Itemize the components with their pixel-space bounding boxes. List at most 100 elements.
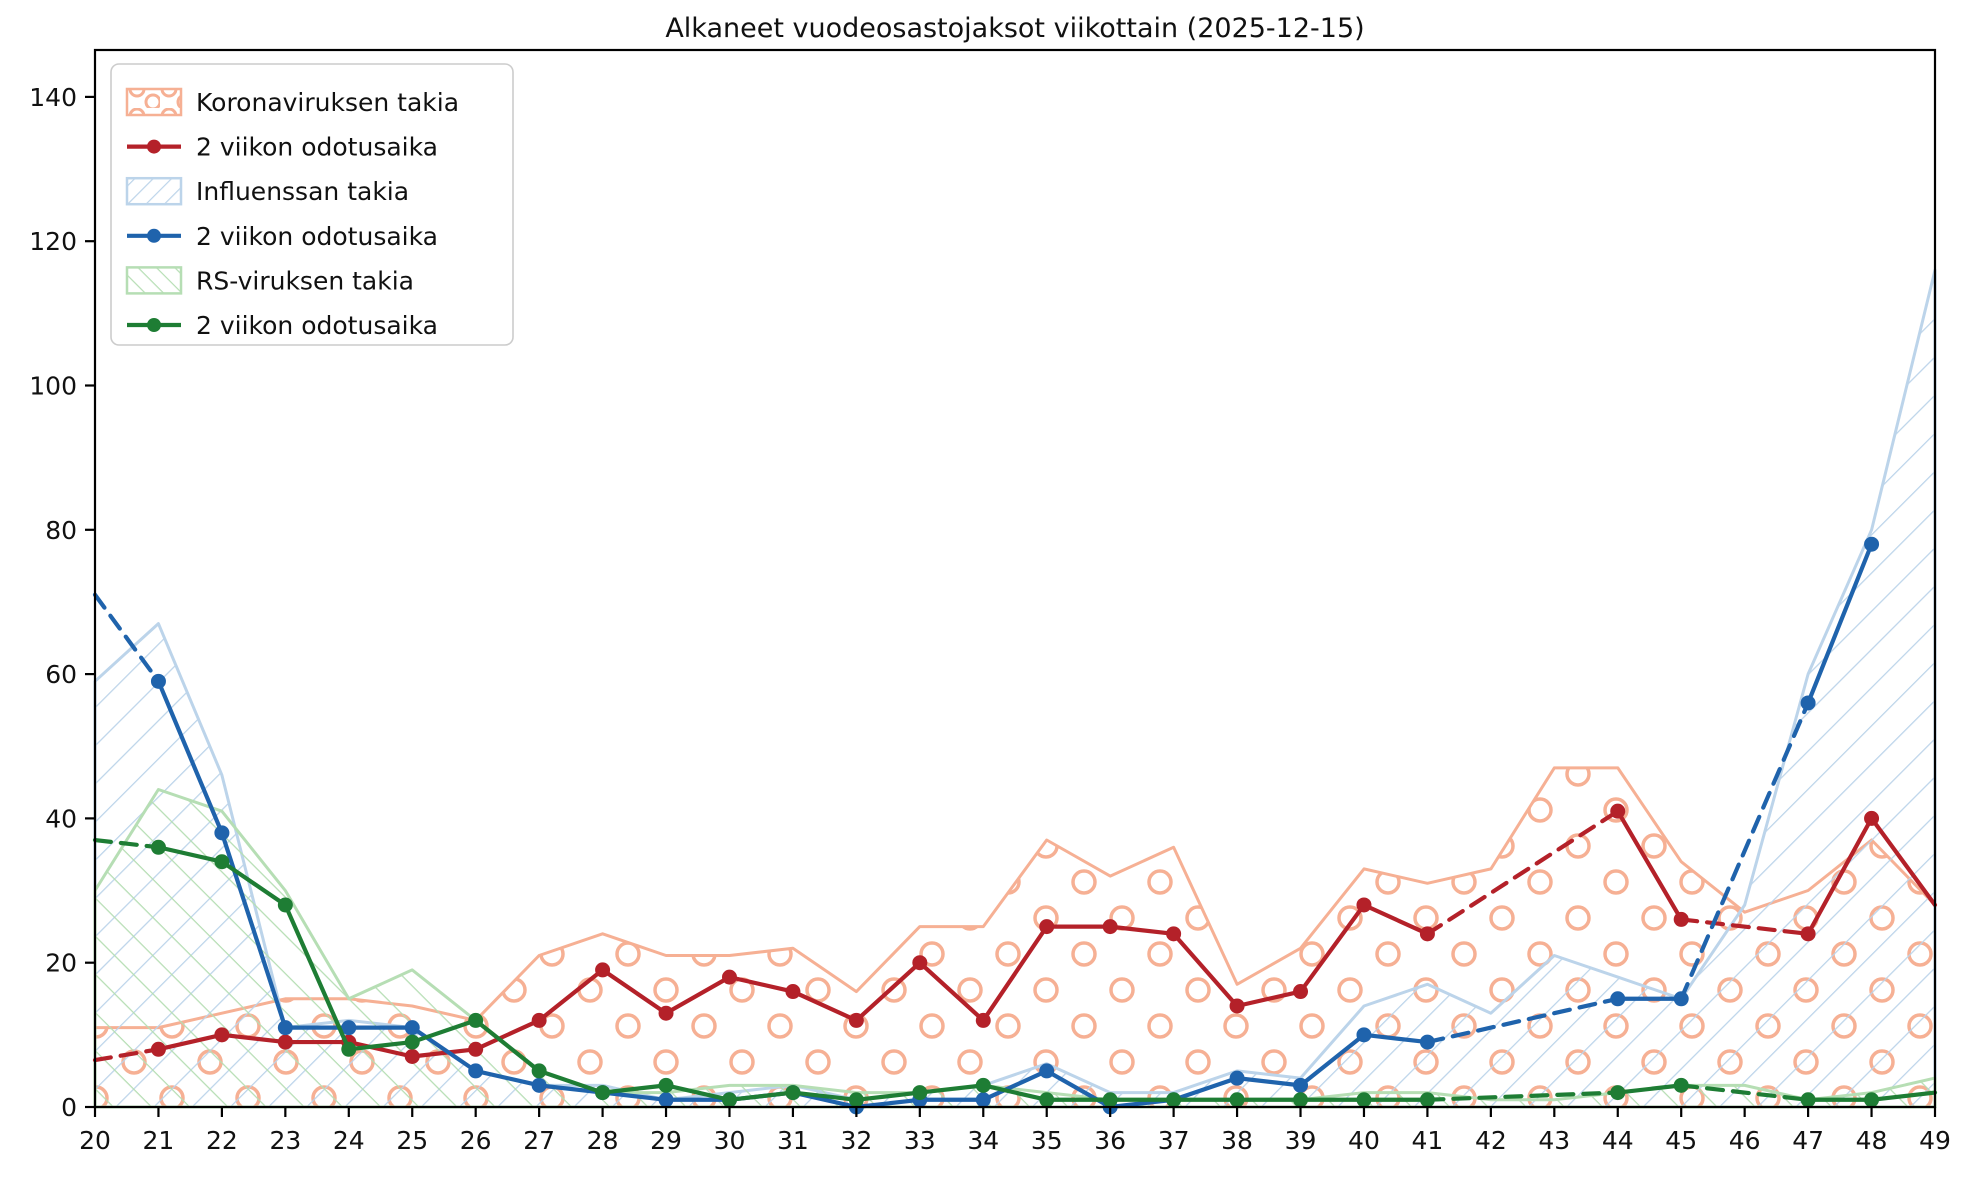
line-segment	[1425, 809, 1620, 936]
legend-swatch-o	[125, 87, 183, 117]
line-series-group	[92, 536, 1938, 1115]
line-segment	[346, 1039, 415, 1059]
y-tick-label: 140	[29, 83, 77, 112]
legend-label: 2 viikon odotusaika	[196, 222, 438, 251]
legend-marker-dot	[147, 139, 161, 154]
chart-title: Alkaneet vuodeosastojaksot viikottain (2…	[665, 13, 1364, 44]
data-point-marker	[1610, 1085, 1626, 1101]
x-tick-label: 26	[460, 1126, 492, 1155]
line-segment	[790, 989, 859, 1023]
line-segment	[219, 1032, 288, 1045]
x-tick-label: 34	[967, 1126, 999, 1155]
x-tick-label: 30	[714, 1126, 746, 1155]
line-segment	[1615, 1083, 1684, 1095]
x-tick-label: 31	[777, 1126, 809, 1155]
legend-entry: Influenssan takia	[125, 176, 409, 206]
data-point-marker	[658, 1005, 674, 1021]
data-point-marker	[1800, 926, 1816, 942]
data-point-marker	[1166, 1092, 1182, 1108]
line-segment	[917, 960, 986, 1023]
data-point-marker	[277, 1020, 293, 1036]
x-tick-label: 35	[1031, 1126, 1063, 1155]
data-point-marker	[1293, 984, 1309, 1000]
data-point-marker	[848, 1012, 864, 1028]
data-point-marker	[150, 1041, 166, 1057]
data-point-marker	[1293, 1092, 1309, 1108]
x-tick-label: 47	[1792, 1126, 1824, 1155]
data-point-marker	[1102, 1092, 1118, 1108]
y-tick-label: 60	[45, 660, 77, 689]
line-segment	[1679, 917, 1811, 936]
line-segment	[92, 1047, 161, 1063]
line-segment	[1108, 924, 1176, 936]
legend-label: RS-viruksen takia	[196, 266, 414, 295]
data-point-marker	[150, 839, 166, 855]
line-segment	[473, 1068, 542, 1088]
line-segment	[1869, 1090, 1938, 1102]
data-point-marker	[404, 1048, 420, 1064]
data-point-marker	[1039, 1092, 1055, 1108]
x-tick-label: 42	[1475, 1126, 1507, 1155]
x-tick-label: 46	[1729, 1126, 1761, 1155]
data-point-marker	[975, 1092, 991, 1108]
x-tick-label: 27	[523, 1126, 555, 1155]
legend-entry: RS-viruksen takia	[125, 266, 414, 295]
data-point-marker	[150, 673, 166, 689]
x-tick-label: 49	[1919, 1126, 1951, 1155]
x-tick-label: 25	[396, 1126, 428, 1155]
line-segment	[1298, 1032, 1367, 1088]
line-segment	[410, 1025, 478, 1074]
line-segment	[92, 592, 161, 684]
data-point-marker	[1673, 1077, 1689, 1093]
x-tick-label: 45	[1665, 1126, 1697, 1155]
data-point-marker	[468, 1041, 484, 1057]
data-point-marker	[531, 1012, 547, 1028]
legend: Koronaviruksen takia 2 viikon odotusaika I…	[110, 63, 514, 346]
data-point-marker	[214, 854, 230, 870]
line-series-rs	[92, 837, 1938, 1108]
legend-marker-dot	[147, 318, 161, 332]
line-segment	[410, 1047, 478, 1059]
data-point-marker	[468, 1012, 484, 1028]
data-point-marker	[1673, 911, 1689, 927]
line-segment	[537, 967, 605, 1023]
data-point-marker	[1229, 998, 1245, 1014]
data-point-marker	[1864, 536, 1880, 552]
line-segment	[1615, 809, 1684, 922]
line-segment	[600, 1083, 669, 1095]
y-tick-label: 0	[61, 1093, 77, 1122]
data-point-marker	[1166, 926, 1182, 942]
legend-entry: 2 viikon odotusaika	[127, 133, 438, 162]
x-tick-label: 22	[206, 1126, 238, 1155]
x-tick-label: 44	[1602, 1126, 1634, 1155]
line-segment	[92, 837, 161, 850]
data-point-marker	[531, 1063, 547, 1079]
data-point-marker	[1800, 695, 1816, 711]
line-segment	[600, 967, 669, 1016]
data-point-marker	[785, 1085, 801, 1101]
plot-frame	[93, 48, 1937, 1109]
data-point-marker	[848, 1092, 864, 1108]
area-series-group	[93, 268, 1937, 1109]
data-point-marker	[975, 1077, 991, 1093]
line-segment	[600, 1090, 669, 1102]
line-segment	[156, 1032, 224, 1052]
line-segment	[981, 1083, 1049, 1102]
x-tick-label: 32	[840, 1126, 872, 1155]
x-tick-label: 29	[650, 1126, 682, 1155]
line-segment	[1298, 902, 1367, 994]
line-segment	[1806, 816, 1874, 936]
data-point-marker	[214, 825, 230, 841]
y-tick-label: 100	[29, 371, 77, 400]
data-point-marker	[721, 1092, 737, 1108]
x-tick-label: 48	[1856, 1126, 1888, 1155]
line-segment	[346, 1039, 415, 1052]
data-point-marker	[1102, 919, 1118, 935]
data-point-marker	[595, 962, 611, 978]
legend-label: 2 viikon odotusaika	[196, 133, 438, 162]
data-point-marker	[1039, 919, 1055, 935]
x-tick-label: 20	[79, 1126, 111, 1155]
data-point-marker	[277, 897, 293, 913]
